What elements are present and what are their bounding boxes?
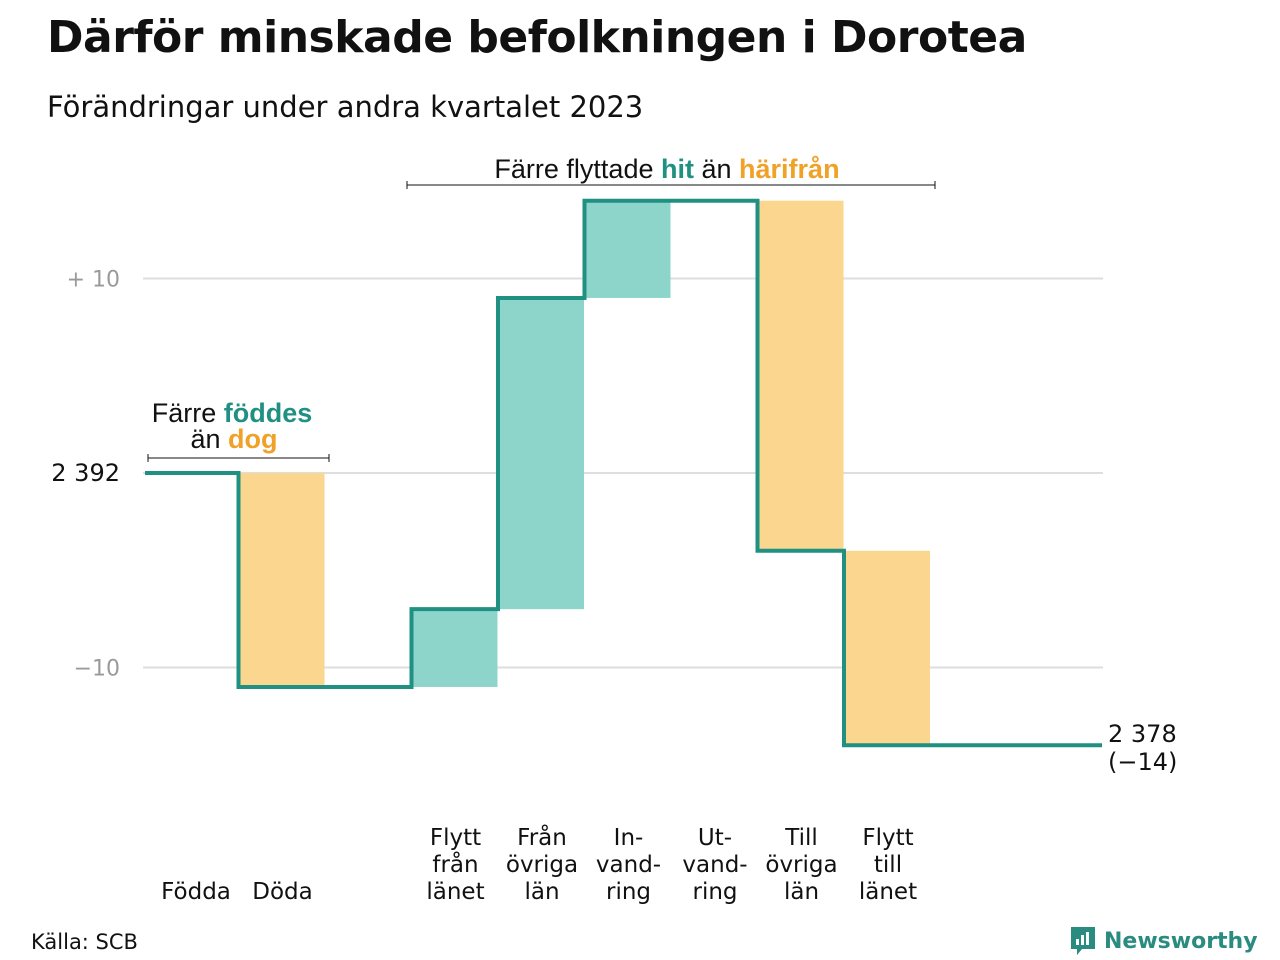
bar-in-vand-ring xyxy=(584,200,671,298)
bar-flytt-till-länet xyxy=(844,550,930,746)
x-tick-label: ring xyxy=(606,879,651,905)
x-tick-label: vand- xyxy=(596,852,661,878)
newsworthy-logo-icon xyxy=(1071,927,1095,955)
migration-text-a: Färre flyttade xyxy=(494,154,661,184)
x-tick-label: Flytt xyxy=(430,825,481,851)
bar-från-övriga-län xyxy=(498,297,584,610)
migration-annotation-text: Färre flyttade hit än härifrån xyxy=(494,154,839,184)
births-highlight: föddes xyxy=(224,398,313,428)
chart-title: Därför minskade befolkningen i Dorotea xyxy=(47,12,1027,63)
bars xyxy=(238,200,930,746)
newsworthy-wordmark: Newsworthy xyxy=(1104,928,1258,954)
x-tick-label: övriga xyxy=(765,852,837,878)
bar-flytt-från-länet xyxy=(411,609,498,687)
x-tick-label: Döda xyxy=(252,879,312,905)
migration-out-highlight: härifrån xyxy=(739,154,840,184)
births-annotation: Färre föddes än dog xyxy=(147,398,330,462)
newsworthy-logo: Newsworthy xyxy=(1068,924,1258,958)
source-note: Källa: SCB xyxy=(31,930,138,954)
births-annotation-text: Färre xyxy=(152,398,224,428)
x-tick-label: Till xyxy=(784,825,818,851)
x-tick-label: övriga xyxy=(506,852,578,878)
bar-till-övriga-län xyxy=(757,200,844,551)
bar-döda xyxy=(238,473,325,687)
x-tick-label: Ut- xyxy=(698,825,732,851)
births-annotation-line1: Färre föddes xyxy=(152,398,313,428)
x-tick-label: Födda xyxy=(161,879,231,905)
x-tick-label: Från xyxy=(517,823,567,851)
deaths-highlight: dog xyxy=(228,424,277,454)
x-tick-label: från xyxy=(432,850,478,878)
start-value-label: 2 392 xyxy=(51,459,120,487)
x-tick-label: län xyxy=(784,879,819,905)
births-annotation-line2: än dog xyxy=(190,424,277,454)
migration-in-highlight: hit xyxy=(661,154,694,184)
y-tick-label: + 10 xyxy=(67,268,120,293)
y-tick-label: −10 xyxy=(74,657,120,682)
x-tick-label: län xyxy=(524,879,559,905)
waterfall-chart: + 10 −10 2 392 2 378 (−14) Färre föddes ä… xyxy=(51,154,1177,905)
end-value-label: 2 378 xyxy=(1108,720,1177,748)
x-tick-label: ring xyxy=(692,879,737,905)
end-change-label: (−14) xyxy=(1108,748,1177,776)
x-tick-labels: Födda DödaFlyttfrånlänetFrånövrigalänIn-v… xyxy=(161,823,917,905)
x-tick-label: länet xyxy=(859,879,917,905)
births-annotation-text-2: än xyxy=(190,424,228,454)
population-step-line xyxy=(145,198,1102,748)
migration-text-c: än xyxy=(694,154,739,184)
chart-subtitle: Förändringar under andra kvartalet 2023 xyxy=(47,90,644,124)
x-tick-label: Flytt xyxy=(862,825,913,851)
migration-annotation: Färre flyttade hit än härifrån xyxy=(406,154,936,189)
x-tick-label: vand- xyxy=(682,852,747,878)
y-tick-labels: + 10 −10 xyxy=(67,268,120,682)
x-tick-label: In- xyxy=(614,825,644,851)
x-tick-label: till xyxy=(874,852,902,878)
x-tick-label: länet xyxy=(426,879,484,905)
